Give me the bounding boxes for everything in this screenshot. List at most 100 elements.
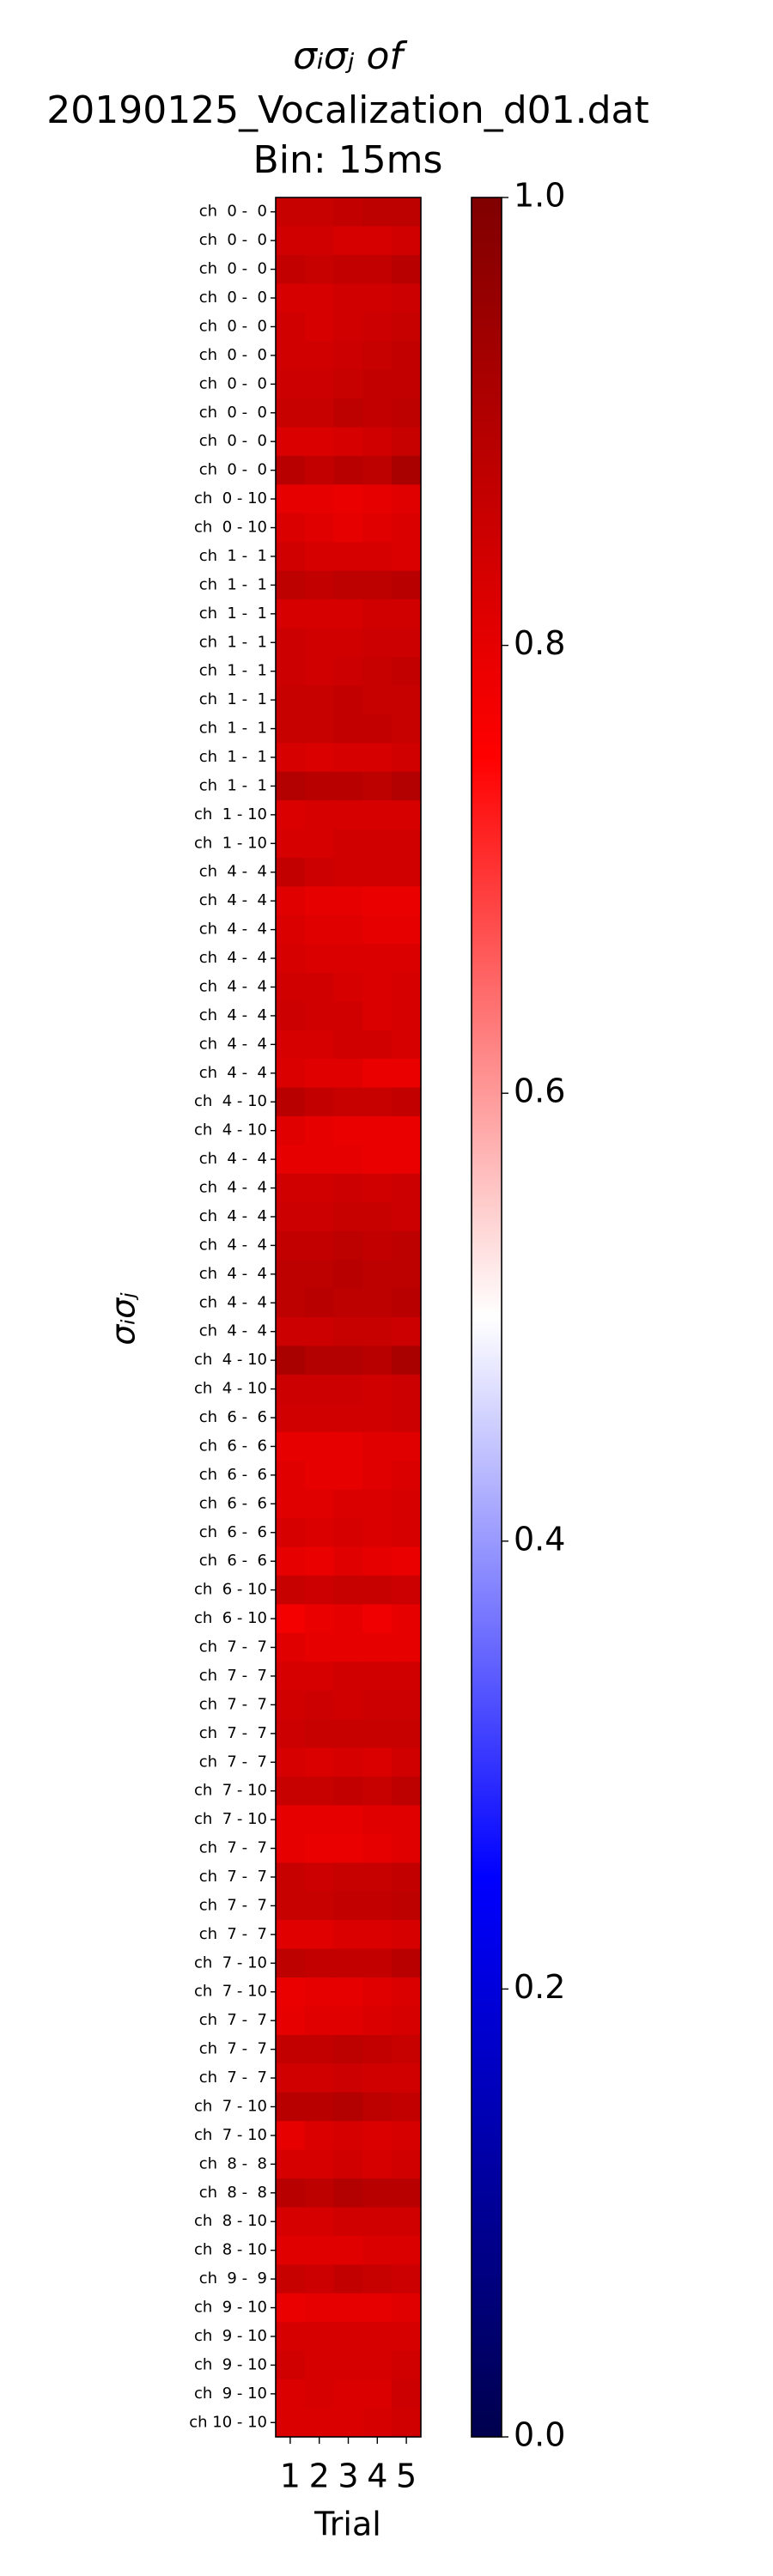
heatmap-cell <box>392 427 422 457</box>
row-label: ch 4 - 4 <box>199 891 267 909</box>
heatmap-cell <box>333 2322 363 2352</box>
heatmap-cell <box>304 1403 335 1433</box>
x-tick-label: 2 <box>309 2458 330 2495</box>
heatmap-cell <box>333 455 363 485</box>
heatmap-cell <box>276 1001 306 1031</box>
heatmap-cell <box>392 1087 422 1117</box>
row-label: ch 6 - 6 <box>199 1437 267 1455</box>
heatmap-cell <box>276 914 306 945</box>
heatmap-cell <box>333 1978 363 2007</box>
heatmap-cell <box>392 886 422 916</box>
heatmap-cell <box>362 312 393 342</box>
row-label: ch 1 - 10 <box>194 834 267 852</box>
heatmap-cell <box>333 283 363 313</box>
row-label: ch 0 - 10 <box>194 519 267 537</box>
heatmap-cell <box>276 1690 306 1720</box>
heatmap-cell <box>304 1202 335 1232</box>
heatmap-cell <box>362 1978 393 2007</box>
heatmap-cell <box>333 2149 363 2179</box>
row-label: ch 4 - 10 <box>194 1092 267 1110</box>
heatmap-cell <box>276 1662 306 1692</box>
heatmap-cell <box>276 886 306 916</box>
heatmap-cell <box>304 628 335 658</box>
heatmap-cell <box>333 1288 363 1318</box>
heatmap-cell <box>304 369 335 399</box>
heatmap-cell <box>392 628 422 658</box>
row-label: ch 7 - 7 <box>199 1724 267 1742</box>
heatmap-cell <box>362 1374 393 1404</box>
heatmap-cell <box>304 1662 335 1692</box>
heatmap-cell <box>276 771 306 801</box>
heatmap-cell <box>276 1489 306 1519</box>
heatmap-cell <box>333 197 363 227</box>
heatmap-cell <box>333 743 363 773</box>
heatmap-cell <box>392 1317 422 1346</box>
row-label: ch 0 - 0 <box>199 432 267 450</box>
row-label: ch 0 - 10 <box>194 489 267 507</box>
heatmap-cell <box>333 1115 363 1145</box>
row-label: ch 6 - 10 <box>194 1609 267 1627</box>
heatmap-cell <box>304 2264 335 2294</box>
heatmap-cell <box>276 2379 306 2409</box>
heatmap-cell <box>304 455 335 485</box>
heatmap-cell <box>333 2264 363 2294</box>
row-label: ch 0 - 0 <box>199 404 267 422</box>
heatmap-cell <box>333 2178 363 2208</box>
heatmap-cell <box>333 1145 363 1175</box>
heatmap-cell <box>362 455 393 485</box>
heatmap-cell <box>333 1632 363 1662</box>
heatmap-cell <box>276 1288 306 1318</box>
colorbar-tick-label: 1.0 <box>514 177 565 215</box>
heatmap-cell <box>392 484 422 514</box>
heatmap-cell <box>392 1518 422 1547</box>
heatmap-cell <box>362 1288 393 1318</box>
heatmap-cell <box>304 2034 335 2064</box>
heatmap-cell <box>362 685 393 715</box>
row-label: ch 7 - 7 <box>199 1695 267 1713</box>
heatmap-cell <box>392 2322 422 2352</box>
heatmap-cell <box>333 1575 363 1605</box>
heatmap-cell <box>333 1059 363 1089</box>
heatmap-cell <box>392 283 422 313</box>
heatmap-cell <box>304 1575 335 1605</box>
heatmap-cell <box>362 1317 393 1346</box>
heatmap-cell <box>333 1833 363 1863</box>
row-label: ch 7 - 7 <box>199 2069 267 2087</box>
row-label: ch 6 - 10 <box>194 1581 267 1599</box>
heatmap-cell <box>276 226 306 256</box>
row-label: ch 8 - 10 <box>194 2241 267 2259</box>
heatmap-cell <box>304 1288 335 1318</box>
x-tick-label: 5 <box>396 2458 417 2495</box>
heatmap-cell <box>304 2178 335 2208</box>
heatmap-cell <box>276 1317 306 1346</box>
heatmap-cell <box>333 341 363 371</box>
heatmap-cell <box>304 2322 335 2352</box>
heatmap-cell <box>333 2121 363 2151</box>
row-label: ch 6 - 6 <box>199 1552 267 1570</box>
heatmap-cell <box>392 1431 422 1461</box>
row-label: ch 1 - 1 <box>199 547 267 565</box>
heatmap-cell <box>392 771 422 801</box>
heatmap-cell <box>362 197 393 227</box>
row-label: ch 6 - 6 <box>199 1494 267 1512</box>
heatmap-cell <box>362 427 393 457</box>
heatmap-cell <box>362 1431 393 1461</box>
heatmap-cell <box>333 1489 363 1519</box>
heatmap-cell <box>362 254 393 284</box>
heatmap-cell <box>276 283 306 313</box>
row-label: ch 0 - 0 <box>199 231 267 249</box>
heatmap-cell <box>333 2408 363 2438</box>
heatmap-cell <box>276 800 306 830</box>
heatmap-cell <box>333 254 363 284</box>
heatmap-cell <box>276 1978 306 2007</box>
heatmap <box>276 197 422 2438</box>
heatmap-cell <box>276 599 306 629</box>
heatmap-cell <box>392 1403 422 1433</box>
row-label: ch 7 - 10 <box>194 1983 267 2001</box>
heatmap-cell <box>276 341 306 371</box>
heatmap-cell <box>276 1604 306 1634</box>
heatmap-cell <box>362 858 393 887</box>
heatmap-cell <box>392 2178 422 2208</box>
heatmap-cell <box>276 2063 306 2093</box>
